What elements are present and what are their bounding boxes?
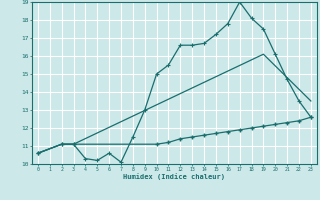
X-axis label: Humidex (Indice chaleur): Humidex (Indice chaleur) bbox=[124, 173, 225, 180]
